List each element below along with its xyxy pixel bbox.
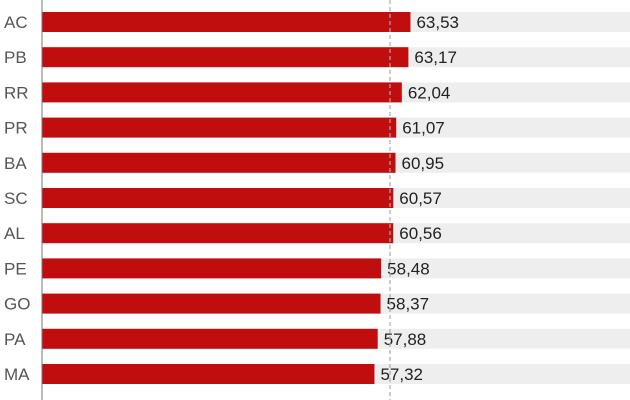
value-label: 63,17 bbox=[414, 48, 457, 67]
category-label: BA bbox=[4, 154, 27, 173]
value-label: 57,88 bbox=[384, 330, 427, 349]
value-label: 58,37 bbox=[387, 295, 430, 314]
value-label: 63,53 bbox=[416, 13, 459, 32]
bar-ac bbox=[42, 12, 411, 32]
category-label: RR bbox=[4, 83, 29, 102]
bar-pb bbox=[42, 47, 409, 68]
bar-go bbox=[42, 293, 381, 314]
value-label: 60,95 bbox=[402, 154, 445, 173]
value-label: 61,07 bbox=[402, 119, 445, 138]
category-label: PA bbox=[4, 330, 26, 349]
bar-pe bbox=[42, 258, 382, 279]
value-label: 62,04 bbox=[408, 83, 451, 102]
bar-ma bbox=[42, 364, 375, 384]
value-label: 58,48 bbox=[387, 259, 430, 278]
bar-pa bbox=[42, 328, 378, 349]
category-label: PR bbox=[4, 119, 28, 138]
bar-pr bbox=[42, 117, 397, 138]
category-label: PB bbox=[4, 48, 27, 67]
bar-rr bbox=[42, 82, 402, 103]
category-label: PE bbox=[4, 259, 27, 278]
category-label: AC bbox=[4, 13, 28, 32]
bar-sc bbox=[42, 188, 394, 208]
bar-ba bbox=[42, 152, 396, 173]
category-label: SC bbox=[4, 189, 28, 208]
value-label: 60,56 bbox=[399, 224, 442, 243]
value-label: 57,32 bbox=[380, 365, 423, 384]
category-label: MA bbox=[4, 365, 30, 384]
bar-al bbox=[42, 223, 394, 244]
value-label: 60,57 bbox=[399, 189, 442, 208]
category-label: GO bbox=[4, 295, 30, 314]
category-label: AL bbox=[4, 224, 25, 243]
